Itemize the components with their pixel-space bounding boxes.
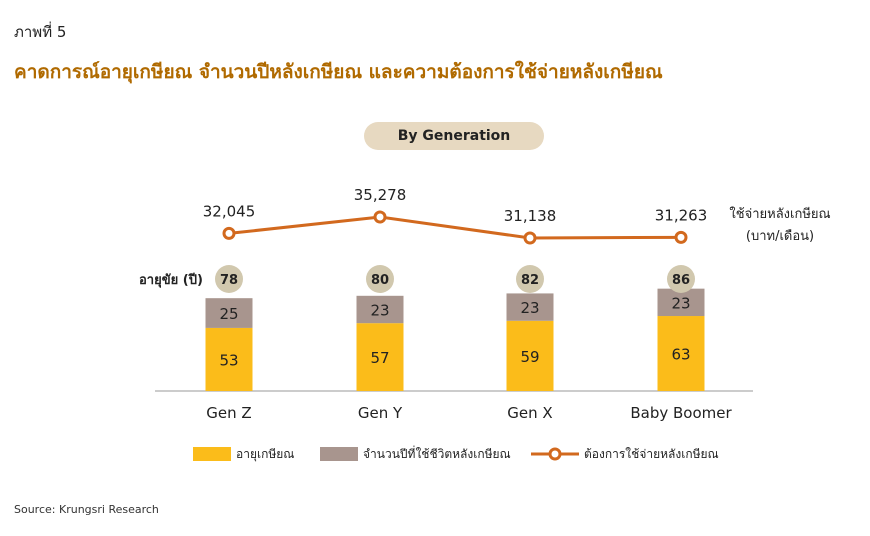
spending-point	[674, 230, 688, 244]
x-tick-label: Gen Y	[358, 404, 403, 422]
bar-retire-age	[657, 316, 705, 391]
life-expectancy-bubble	[516, 265, 544, 293]
spending-point	[373, 210, 387, 224]
bar-retire-age	[506, 320, 554, 391]
spending-line	[228, 215, 682, 240]
legend-label-years-after: จำนวนปีที่ใช้ชีวิตหลังเกษียณ	[363, 445, 511, 461]
life-expectancy-label: 78	[220, 273, 238, 288]
data-label-retire-age: 59	[520, 348, 539, 366]
bar-years-after	[356, 295, 404, 324]
life-expectancy-label: 82	[521, 273, 539, 288]
life-expectancy-label: 80	[371, 273, 389, 288]
data-label-retire-age: 63	[671, 346, 690, 364]
bar-retire-age	[356, 323, 404, 391]
bar-years-after	[205, 298, 253, 328]
chart-title: คาดการณ์อายุเกษียณ จำนวนปีหลังเกษียณ และ…	[14, 61, 663, 83]
legend-swatch-retire-age	[193, 447, 231, 461]
generation-pill-label: By Generation	[364, 122, 544, 150]
data-label-years-after: 23	[671, 294, 690, 312]
legend-marker-spending	[548, 447, 562, 461]
spending-value-label: 31,138	[504, 207, 557, 225]
data-label-years-after: 25	[219, 305, 238, 323]
bar-years-after	[506, 293, 554, 321]
spending-axis-label: ใช้จ่ายหลังเกษียณ	[729, 206, 830, 222]
spending-axis-unit-label: (บาท/เดือน)	[746, 228, 814, 244]
legend-label-spending: ต้องการใช้จ่ายหลังเกษียณ	[584, 447, 719, 461]
x-tick-label: Gen Z	[206, 404, 251, 422]
legend-swatch-years-after	[320, 447, 358, 461]
spending-value-label: 31,263	[655, 206, 708, 224]
life-expectancy-label: 86	[672, 273, 690, 288]
life-expectancy-axis-label: อายุขัย (ปี)	[139, 272, 203, 288]
x-tick-label: Baby Boomer	[630, 404, 732, 422]
data-label-retire-age: 53	[219, 351, 238, 369]
legend-label-retire-age: อายุเกษียณ	[236, 447, 294, 462]
spending-value-label: 35,278	[354, 186, 407, 204]
data-label-years-after: 23	[370, 301, 389, 319]
data-label-years-after: 23	[520, 299, 539, 317]
life-expectancy-bubble	[215, 265, 243, 293]
spending-point	[222, 226, 236, 240]
spending-value-label: 32,045	[203, 202, 256, 220]
life-expectancy-bubble	[667, 265, 695, 293]
bar-years-after	[657, 288, 705, 317]
x-tick-label: Gen X	[507, 404, 552, 422]
bar-retire-age	[205, 327, 253, 391]
life-expectancy-bubble	[366, 265, 394, 293]
source-note: Source: Krungsri Research	[14, 503, 159, 516]
figure-label: ภาพที่ 5	[14, 23, 67, 41]
data-label-retire-age: 57	[370, 349, 389, 367]
spending-point	[523, 231, 537, 245]
